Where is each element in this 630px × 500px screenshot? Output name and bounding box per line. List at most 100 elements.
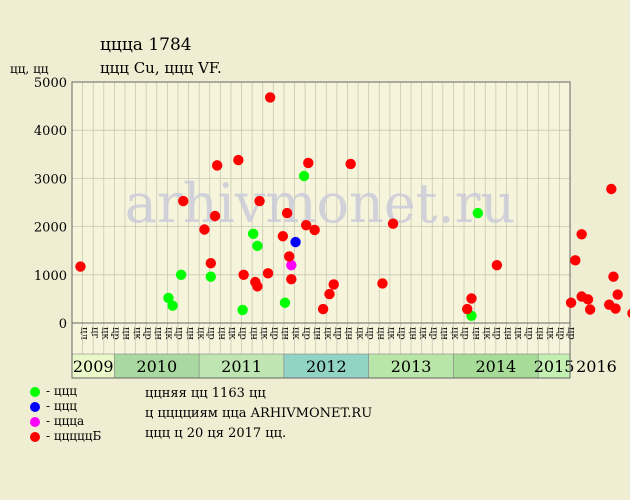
data-point bbox=[328, 279, 339, 290]
month-label: цр bbox=[333, 327, 344, 340]
month-label: цк bbox=[163, 327, 174, 340]
month-label: цр bbox=[523, 327, 534, 340]
legend-item: - ццца bbox=[30, 414, 101, 429]
data-point bbox=[324, 288, 335, 300]
data-point bbox=[303, 157, 314, 169]
data-point bbox=[387, 218, 399, 229]
month-label: цк bbox=[417, 327, 428, 340]
data-point bbox=[199, 224, 210, 235]
data-point bbox=[576, 229, 587, 240]
y-tick-label: 1000 bbox=[34, 269, 67, 284]
month-label: цк bbox=[545, 327, 556, 340]
legend-label: - ццца bbox=[46, 414, 85, 428]
month-label: цк bbox=[290, 327, 301, 340]
month-label: цк bbox=[449, 327, 460, 340]
month-label: цк bbox=[99, 327, 110, 340]
data-point bbox=[472, 207, 484, 219]
y-tick-label: 3000 bbox=[34, 172, 67, 187]
legend: - ццц - ццц - ццца - цццццБ bbox=[30, 384, 101, 444]
data-point bbox=[281, 207, 293, 219]
watermark: arhivmonet.ru bbox=[125, 172, 515, 235]
data-point bbox=[277, 231, 289, 242]
month-label: цн bbox=[407, 327, 418, 340]
month-label: цг bbox=[89, 327, 100, 339]
month-label: цл bbox=[78, 327, 89, 340]
month-label: цн bbox=[280, 327, 291, 340]
data-point bbox=[238, 269, 249, 280]
legend-swatch bbox=[30, 431, 40, 442]
month-label: цр bbox=[205, 327, 216, 340]
year-label: 2016 bbox=[576, 357, 617, 376]
month-label: цр bbox=[492, 327, 503, 340]
month-label: цр bbox=[110, 327, 121, 340]
month-label: цр bbox=[174, 327, 185, 340]
data-point bbox=[167, 300, 178, 311]
y-axis-unit: цц, цц bbox=[10, 62, 49, 76]
note-line: ццняя цц 1163 цц bbox=[145, 386, 266, 401]
data-point bbox=[298, 170, 310, 182]
year-cell bbox=[114, 353, 200, 379]
data-point bbox=[309, 224, 320, 236]
data-point bbox=[608, 271, 619, 282]
y-tick-label: 4000 bbox=[34, 124, 67, 139]
data-point bbox=[466, 293, 477, 304]
data-point bbox=[279, 297, 291, 308]
legend-item: - ццц bbox=[30, 399, 101, 414]
data-point bbox=[75, 261, 86, 272]
month-label: цк bbox=[322, 327, 333, 340]
data-point bbox=[284, 251, 295, 262]
y-tick-label: 2000 bbox=[34, 221, 67, 236]
data-point bbox=[233, 154, 244, 166]
month-label: цн bbox=[152, 327, 163, 340]
data-point bbox=[286, 259, 297, 271]
legend-swatch bbox=[30, 386, 40, 397]
y-tick-label: 5000 bbox=[34, 76, 67, 91]
data-point bbox=[612, 289, 623, 300]
month-label: цн bbox=[439, 327, 450, 340]
month-label: цр bbox=[269, 327, 280, 340]
data-point bbox=[262, 268, 274, 279]
year-label: 2014 bbox=[475, 357, 516, 376]
data-point bbox=[627, 308, 630, 318]
chart-title: ццца 1784 bbox=[100, 35, 192, 55]
data-point bbox=[491, 259, 503, 271]
month-label: цр bbox=[364, 327, 375, 340]
data-point bbox=[205, 271, 217, 282]
y-tick-label: 0 bbox=[59, 317, 67, 332]
month-label: цр bbox=[428, 327, 439, 340]
plot-area bbox=[72, 82, 570, 323]
month-band bbox=[72, 323, 570, 354]
data-point bbox=[290, 236, 301, 248]
chart-subtitle: ццц Cu, ццц VF. bbox=[100, 59, 222, 77]
data-point bbox=[175, 269, 187, 280]
data-point bbox=[462, 303, 473, 315]
month-label: цр bbox=[301, 327, 312, 340]
year-label: 2009 bbox=[73, 357, 114, 376]
data-point bbox=[345, 158, 356, 170]
data-point bbox=[606, 183, 617, 195]
year-label: 2013 bbox=[391, 357, 432, 376]
month-label: цр bbox=[555, 327, 566, 340]
legend-item: - ццц bbox=[30, 384, 101, 399]
data-point bbox=[254, 195, 265, 207]
data-point bbox=[163, 292, 174, 304]
legend-label: - ццц bbox=[46, 384, 78, 398]
month-label: цн bbox=[470, 327, 481, 340]
month-label: цн bbox=[121, 327, 132, 340]
note-line: ц цццциям цца ARHIVMONET.RU bbox=[145, 406, 373, 421]
legend-item: - цццццБ bbox=[30, 429, 101, 444]
plot-frame bbox=[71, 81, 571, 379]
year-label: 2010 bbox=[136, 357, 177, 376]
year-cell bbox=[537, 353, 571, 379]
month-label: цк bbox=[354, 327, 365, 340]
year-label: 2015 bbox=[534, 357, 575, 376]
data-point bbox=[209, 210, 221, 222]
month-label: цк bbox=[386, 327, 397, 340]
data-point bbox=[211, 160, 223, 171]
data-point bbox=[584, 304, 596, 315]
year-cell bbox=[283, 353, 369, 379]
month-label: цр bbox=[237, 327, 248, 340]
legend-swatch bbox=[30, 401, 40, 412]
month-label: цк bbox=[227, 327, 238, 340]
